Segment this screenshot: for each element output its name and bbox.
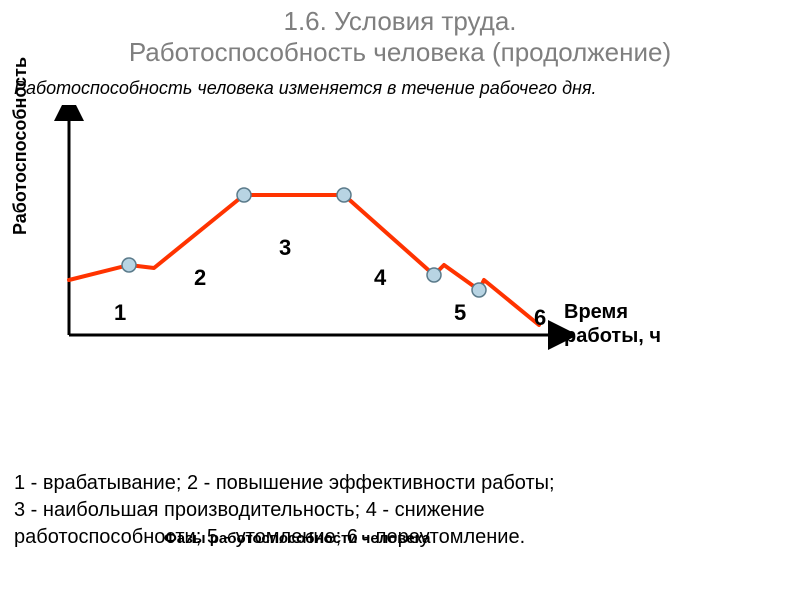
phase-number-3: 3: [279, 235, 291, 261]
phase-number-6: 6: [534, 305, 546, 331]
legend-line-2: 3 - наибольшая производительность; 4 - с…: [14, 499, 485, 521]
subtitle: Работоспособность человека изменяется в …: [0, 68, 800, 99]
x-axis-label: Время работы, ч: [564, 300, 661, 348]
phase-number-5: 5: [454, 300, 466, 326]
chart-svg: [14, 105, 574, 365]
title-line-1: 1.6. Условия труда.: [284, 6, 517, 36]
title-line-2: Работоспособность человека (продолжение): [129, 37, 671, 67]
phases-chart: Работоспособность Время работы, ч 123456…: [14, 105, 574, 365]
phase-number-1: 1: [114, 300, 126, 326]
phase-number-4: 4: [374, 265, 386, 291]
slide-title: 1.6. Условия труда. Работоспособность че…: [0, 0, 800, 68]
phase-legend: 1 - врабатывание; 2 - повышение эффектив…: [0, 470, 800, 551]
phase-number-2: 2: [194, 265, 206, 291]
legend-line-1: 1 - врабатывание; 2 - повышение эффектив…: [14, 472, 555, 494]
legend-line-3: работоспособности; 5 - утомление; 6 - пе…: [14, 526, 525, 548]
